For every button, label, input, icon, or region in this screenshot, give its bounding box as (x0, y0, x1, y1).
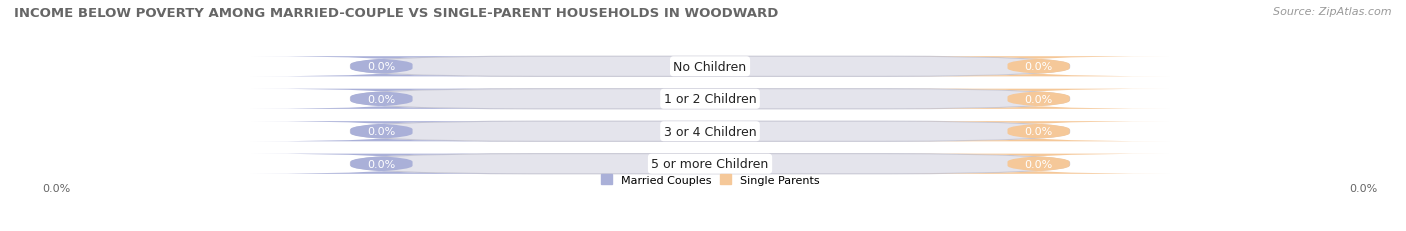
Text: 1 or 2 Children: 1 or 2 Children (664, 93, 756, 106)
Text: 0.0%: 0.0% (1025, 127, 1053, 137)
Text: No Children: No Children (673, 61, 747, 73)
FancyBboxPatch shape (249, 89, 513, 109)
FancyBboxPatch shape (249, 122, 513, 142)
Text: INCOME BELOW POVERTY AMONG MARRIED-COUPLE VS SINGLE-PARENT HOUSEHOLDS IN WOODWAR: INCOME BELOW POVERTY AMONG MARRIED-COUPL… (14, 7, 779, 20)
FancyBboxPatch shape (249, 154, 513, 174)
Legend: Married Couples, Single Parents: Married Couples, Single Parents (600, 175, 820, 185)
FancyBboxPatch shape (350, 57, 1070, 77)
Text: 0.0%: 0.0% (367, 62, 395, 72)
FancyBboxPatch shape (350, 122, 1070, 142)
FancyBboxPatch shape (907, 154, 1171, 174)
FancyBboxPatch shape (907, 57, 1171, 77)
Text: 5 or more Children: 5 or more Children (651, 158, 769, 170)
Text: 0.0%: 0.0% (367, 94, 395, 104)
Text: Source: ZipAtlas.com: Source: ZipAtlas.com (1274, 7, 1392, 17)
Text: 0.0%: 0.0% (1025, 62, 1053, 72)
FancyBboxPatch shape (907, 122, 1171, 142)
FancyBboxPatch shape (907, 89, 1171, 109)
Text: 0.0%: 0.0% (1025, 159, 1053, 169)
Text: 3 or 4 Children: 3 or 4 Children (664, 125, 756, 138)
Text: 0.0%: 0.0% (367, 159, 395, 169)
FancyBboxPatch shape (350, 154, 1070, 174)
Text: 0.0%: 0.0% (1025, 94, 1053, 104)
FancyBboxPatch shape (350, 89, 1070, 109)
Text: 0.0%: 0.0% (367, 127, 395, 137)
FancyBboxPatch shape (249, 57, 513, 77)
